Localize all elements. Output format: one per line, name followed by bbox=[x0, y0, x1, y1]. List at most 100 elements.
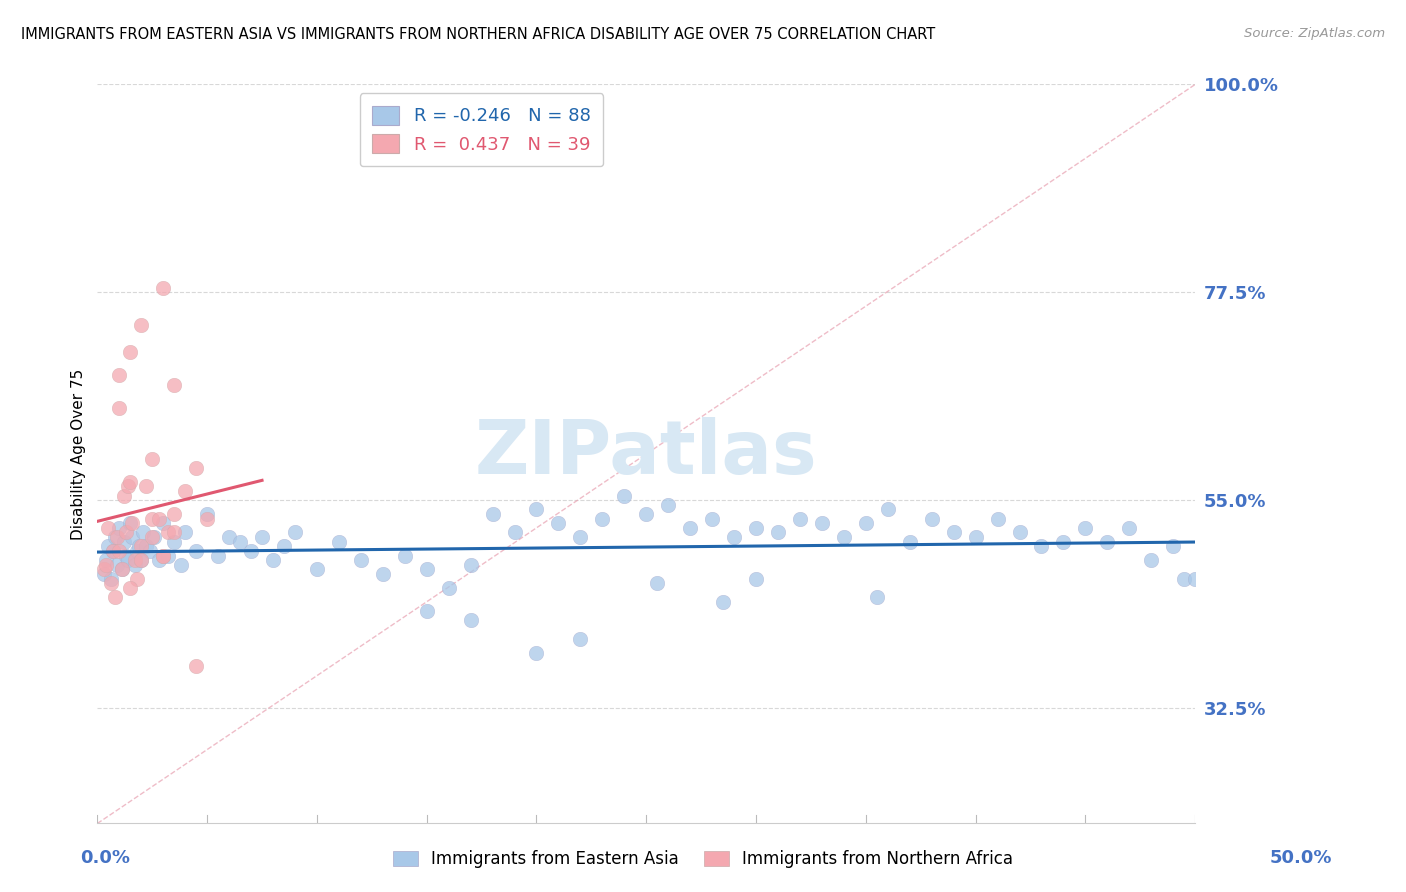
Point bbox=[866, 590, 889, 604]
Point bbox=[547, 516, 569, 531]
Point bbox=[460, 558, 482, 572]
Text: ZIPatlas: ZIPatlas bbox=[475, 417, 817, 491]
Point bbox=[163, 525, 186, 540]
Point bbox=[125, 572, 148, 586]
Point bbox=[1074, 521, 1097, 535]
Point bbox=[124, 558, 146, 572]
Point bbox=[93, 562, 115, 576]
Point bbox=[121, 530, 143, 544]
Point bbox=[1173, 572, 1195, 586]
Point bbox=[1052, 534, 1074, 549]
Point bbox=[143, 530, 166, 544]
Point bbox=[108, 368, 131, 383]
Point bbox=[174, 483, 197, 498]
Point bbox=[1008, 525, 1031, 540]
Point bbox=[745, 572, 768, 586]
Point bbox=[262, 553, 284, 567]
Point bbox=[636, 507, 658, 521]
Legend: Immigrants from Eastern Asia, Immigrants from Northern Africa: Immigrants from Eastern Asia, Immigrants… bbox=[387, 844, 1019, 875]
Point bbox=[1097, 534, 1119, 549]
Point bbox=[108, 521, 131, 535]
Point bbox=[207, 549, 229, 563]
Point bbox=[921, 511, 943, 525]
Point bbox=[657, 498, 679, 512]
Point bbox=[129, 318, 152, 332]
Point bbox=[152, 281, 174, 295]
Point bbox=[124, 553, 146, 567]
Y-axis label: Disability Age Over 75: Disability Age Over 75 bbox=[72, 368, 86, 540]
Point bbox=[1161, 539, 1184, 553]
Point bbox=[121, 516, 143, 531]
Text: 50.0%: 50.0% bbox=[1270, 849, 1331, 867]
Point bbox=[125, 544, 148, 558]
Point bbox=[942, 525, 965, 540]
Point bbox=[371, 567, 394, 582]
Point bbox=[120, 581, 142, 595]
Point bbox=[186, 544, 208, 558]
Point bbox=[94, 553, 117, 567]
Point bbox=[569, 632, 592, 646]
Point bbox=[170, 558, 193, 572]
Point bbox=[139, 544, 162, 558]
Point bbox=[100, 576, 122, 591]
Point bbox=[174, 525, 197, 540]
Point bbox=[460, 613, 482, 627]
Point bbox=[94, 558, 117, 572]
Point bbox=[898, 534, 921, 549]
Point bbox=[394, 549, 416, 563]
Point bbox=[711, 595, 734, 609]
Point bbox=[481, 507, 503, 521]
Point bbox=[108, 401, 131, 415]
Point bbox=[569, 530, 592, 544]
Point bbox=[117, 553, 139, 567]
Point bbox=[328, 534, 350, 549]
Point bbox=[965, 530, 987, 544]
Point bbox=[1031, 539, 1053, 553]
Point bbox=[97, 539, 120, 553]
Point bbox=[679, 521, 702, 535]
Point bbox=[152, 516, 174, 531]
Point bbox=[141, 530, 163, 544]
Point bbox=[135, 539, 157, 553]
Point bbox=[129, 553, 152, 567]
Point bbox=[503, 525, 526, 540]
Point bbox=[305, 562, 328, 576]
Point bbox=[273, 539, 295, 553]
Point bbox=[141, 451, 163, 466]
Point bbox=[645, 576, 668, 591]
Point bbox=[104, 590, 127, 604]
Point bbox=[591, 511, 613, 525]
Point bbox=[876, 502, 898, 516]
Point bbox=[195, 511, 218, 525]
Point bbox=[789, 511, 811, 525]
Point bbox=[350, 553, 373, 567]
Point bbox=[987, 511, 1010, 525]
Point bbox=[195, 507, 218, 521]
Point bbox=[613, 489, 636, 503]
Point bbox=[250, 530, 273, 544]
Point bbox=[105, 558, 128, 572]
Point bbox=[117, 479, 139, 493]
Point bbox=[1140, 553, 1163, 567]
Legend: R = -0.246   N = 88, R =  0.437   N = 39: R = -0.246 N = 88, R = 0.437 N = 39 bbox=[360, 94, 603, 167]
Point bbox=[105, 530, 128, 544]
Point bbox=[163, 377, 186, 392]
Point bbox=[156, 525, 179, 540]
Point bbox=[129, 553, 152, 567]
Point bbox=[110, 562, 132, 576]
Point bbox=[437, 581, 460, 595]
Point bbox=[186, 460, 208, 475]
Point bbox=[702, 511, 724, 525]
Point bbox=[240, 544, 263, 558]
Point bbox=[112, 489, 135, 503]
Point bbox=[129, 539, 152, 553]
Point bbox=[218, 530, 240, 544]
Point bbox=[104, 530, 127, 544]
Point bbox=[152, 549, 174, 563]
Text: Source: ZipAtlas.com: Source: ZipAtlas.com bbox=[1244, 27, 1385, 40]
Point bbox=[115, 549, 138, 563]
Point bbox=[855, 516, 877, 531]
Text: 0.0%: 0.0% bbox=[80, 849, 131, 867]
Point bbox=[1184, 572, 1206, 586]
Point bbox=[284, 525, 307, 540]
